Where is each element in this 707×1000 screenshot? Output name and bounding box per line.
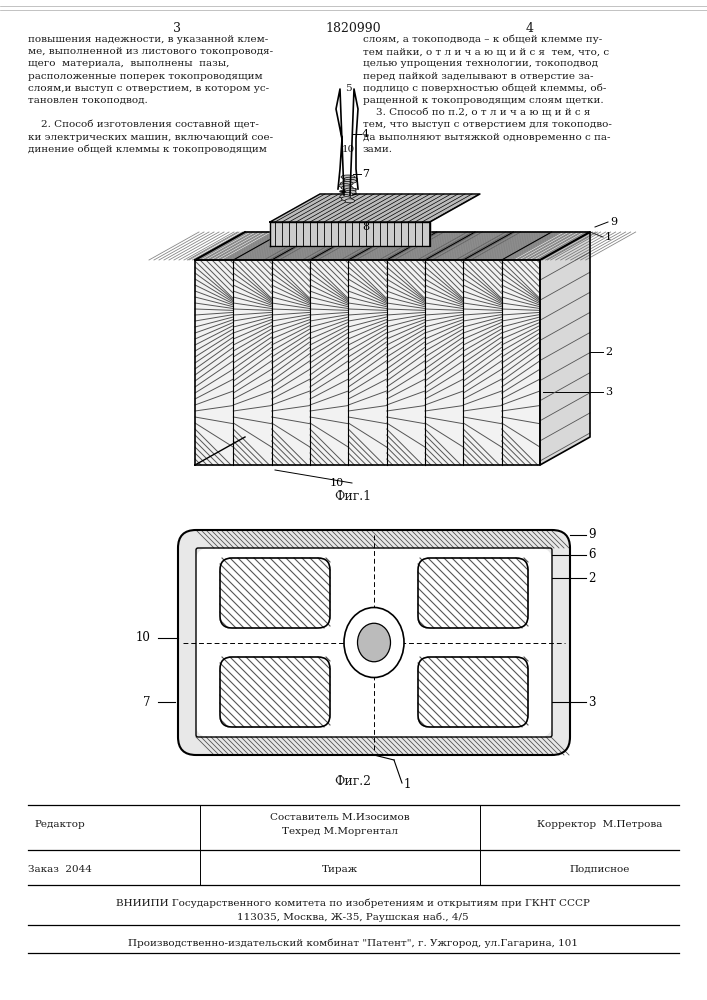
Ellipse shape bbox=[345, 190, 356, 194]
Ellipse shape bbox=[341, 175, 355, 179]
Ellipse shape bbox=[340, 182, 353, 186]
Text: Фиг.1: Фиг.1 bbox=[334, 490, 372, 503]
Text: 1: 1 bbox=[404, 778, 411, 792]
Text: 10: 10 bbox=[136, 631, 151, 644]
Text: 7: 7 bbox=[362, 169, 369, 179]
Text: 3: 3 bbox=[605, 387, 612, 397]
Text: Составитель М.Изосимов: Составитель М.Изосимов bbox=[270, 813, 410, 822]
Text: 7: 7 bbox=[143, 696, 151, 708]
Text: Корректор  М.Петрова: Корректор М.Петрова bbox=[537, 820, 662, 829]
Text: Техред М.Моргентал: Техред М.Моргентал bbox=[282, 827, 398, 836]
Text: ВНИИПИ Государственного комитета по изобретениям и открытиям при ГКНТ СССР: ВНИИПИ Государственного комитета по изоб… bbox=[116, 898, 590, 908]
Text: Подписное: Подписное bbox=[570, 865, 630, 874]
FancyBboxPatch shape bbox=[418, 558, 528, 628]
Ellipse shape bbox=[344, 177, 358, 181]
Text: слоям, а токоподвода – к общей клемме пу-: слоям, а токоподвода – к общей клемме пу… bbox=[363, 35, 602, 44]
Text: перед пайкой заделывают в отверстие за-: перед пайкой заделывают в отверстие за- bbox=[363, 72, 593, 81]
Polygon shape bbox=[195, 232, 590, 260]
FancyBboxPatch shape bbox=[196, 548, 552, 737]
Text: целью упрощения технологии, токоподвод: целью упрощения технологии, токоподвод bbox=[363, 59, 598, 68]
Text: ки электрических машин, включающий сое-: ки электрических машин, включающий сое- bbox=[28, 133, 273, 142]
Text: динение общей клеммы к токопроводящим: динение общей клеммы к токопроводящим bbox=[28, 145, 267, 154]
Text: Заказ  2044: Заказ 2044 bbox=[28, 865, 92, 874]
Text: повышения надежности, в указанной клем-: повышения надежности, в указанной клем- bbox=[28, 35, 268, 44]
Ellipse shape bbox=[344, 607, 404, 678]
FancyBboxPatch shape bbox=[220, 558, 330, 628]
Text: Производственно-издательский комбинат "Патент", г. Ужгород, ул.Гагарина, 101: Производственно-издательский комбинат "П… bbox=[128, 939, 578, 948]
Text: тем, что выступ с отверстием для токоподво-: тем, что выступ с отверстием для токопод… bbox=[363, 120, 612, 129]
Ellipse shape bbox=[341, 197, 351, 201]
Text: 4: 4 bbox=[526, 22, 534, 35]
Text: 2. Способ изготовления составной щет-: 2. Способ изготовления составной щет- bbox=[28, 120, 259, 129]
Ellipse shape bbox=[345, 199, 355, 203]
FancyBboxPatch shape bbox=[220, 657, 330, 727]
Text: 5: 5 bbox=[345, 84, 351, 93]
Polygon shape bbox=[270, 194, 480, 222]
Text: зами.: зами. bbox=[363, 145, 393, 154]
Text: 1: 1 bbox=[605, 232, 612, 242]
Text: 4: 4 bbox=[362, 129, 369, 139]
FancyBboxPatch shape bbox=[418, 657, 528, 727]
Text: подлицо с поверхностью общей клеммы, об-: подлицо с поверхностью общей клеммы, об- bbox=[363, 84, 607, 93]
Text: слоям,и выступ с отверстием, в котором ус-: слоям,и выступ с отверстием, в котором у… bbox=[28, 84, 269, 93]
Text: 2: 2 bbox=[588, 572, 595, 584]
Text: щего  материала,  выполнены  пазы,: щего материала, выполнены пазы, bbox=[28, 59, 229, 68]
Text: 3: 3 bbox=[173, 22, 181, 35]
Text: ращенной к токопроводящим слоям щетки.: ращенной к токопроводящим слоям щетки. bbox=[363, 96, 604, 105]
Text: 8: 8 bbox=[362, 222, 369, 232]
Ellipse shape bbox=[358, 623, 390, 662]
Text: тем пайки, о т л и ч а ю щ и й с я  тем, что, с: тем пайки, о т л и ч а ю щ и й с я тем, … bbox=[363, 47, 609, 56]
Text: расположенные поперек токопроводящим: расположенные поперек токопроводящим bbox=[28, 72, 262, 81]
Text: 9: 9 bbox=[588, 528, 595, 542]
FancyBboxPatch shape bbox=[178, 530, 570, 755]
Ellipse shape bbox=[341, 186, 354, 190]
Text: Фиг.2: Фиг.2 bbox=[334, 775, 371, 788]
Text: да выполняют вытяжкой одновременно с па-: да выполняют вытяжкой одновременно с па- bbox=[363, 133, 611, 142]
Text: 6: 6 bbox=[588, 548, 595, 562]
Polygon shape bbox=[195, 260, 540, 465]
Ellipse shape bbox=[340, 194, 350, 198]
Text: 10: 10 bbox=[341, 145, 355, 154]
Text: 3. Способ по п.2, о т л и ч а ю щ и й с я: 3. Способ по п.2, о т л и ч а ю щ и й с … bbox=[363, 108, 590, 117]
Text: 3: 3 bbox=[588, 696, 595, 708]
Text: 10: 10 bbox=[330, 478, 344, 488]
Text: 113035, Москва, Ж-35, Раушская наб., 4/5: 113035, Москва, Ж-35, Раушская наб., 4/5 bbox=[237, 912, 469, 922]
Ellipse shape bbox=[344, 188, 356, 192]
Text: 9: 9 bbox=[610, 217, 617, 227]
Text: тановлен токоподвод.: тановлен токоподвод. bbox=[28, 96, 148, 105]
Ellipse shape bbox=[339, 184, 351, 188]
Text: ме, выполненной из листового токопроводя-: ме, выполненной из листового токопроводя… bbox=[28, 47, 273, 56]
Text: Тираж: Тираж bbox=[322, 865, 358, 874]
Polygon shape bbox=[540, 232, 590, 465]
Polygon shape bbox=[270, 222, 430, 246]
Text: 1820990: 1820990 bbox=[325, 22, 381, 35]
Text: 2: 2 bbox=[605, 347, 612, 357]
Ellipse shape bbox=[344, 179, 356, 183]
Text: Редактор: Редактор bbox=[35, 820, 86, 829]
Ellipse shape bbox=[342, 192, 353, 196]
